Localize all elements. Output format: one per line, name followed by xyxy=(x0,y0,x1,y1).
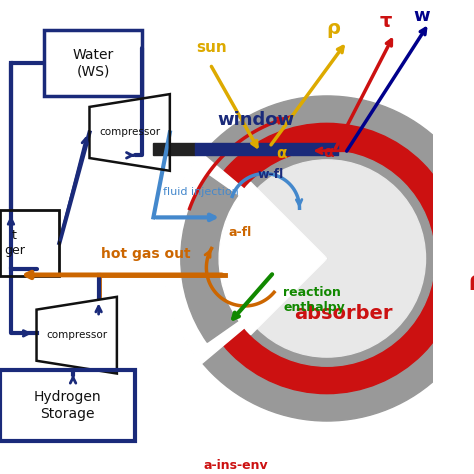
Text: Water
(WS): Water (WS) xyxy=(73,48,114,78)
Text: sun: sun xyxy=(197,40,227,55)
Wedge shape xyxy=(181,175,327,342)
Text: a-ins-env: a-ins-env xyxy=(203,458,268,472)
Text: fluid injection: fluid injection xyxy=(163,187,239,197)
Wedge shape xyxy=(219,182,327,335)
Wedge shape xyxy=(163,153,327,364)
Text: Hydrogen
Storage: Hydrogen Storage xyxy=(34,391,101,420)
Text: τ: τ xyxy=(379,11,392,30)
Text: t
ger: t ger xyxy=(4,229,25,257)
Circle shape xyxy=(192,123,462,393)
Bar xyxy=(0,210,59,276)
Text: a-fl: a-fl xyxy=(228,226,252,238)
Bar xyxy=(195,143,338,155)
Text: reaction
enthalpy: reaction enthalpy xyxy=(283,286,345,314)
Circle shape xyxy=(228,160,426,357)
Text: compressor: compressor xyxy=(99,128,160,137)
Text: ρ: ρ xyxy=(327,19,340,38)
Circle shape xyxy=(219,151,435,366)
Text: compressor: compressor xyxy=(46,330,107,340)
Text: α: α xyxy=(323,145,334,160)
Text: α: α xyxy=(276,146,286,161)
Text: w-fl: w-fl xyxy=(257,168,283,181)
Text: ρ: ρ xyxy=(468,271,474,290)
Text: absorber: absorber xyxy=(294,304,392,323)
Bar xyxy=(154,143,195,155)
Text: hot gas out: hot gas out xyxy=(101,247,191,262)
Bar xyxy=(0,370,135,441)
Circle shape xyxy=(164,96,474,421)
Bar xyxy=(44,30,143,96)
Text: window: window xyxy=(217,111,294,128)
Text: w: w xyxy=(413,7,430,25)
